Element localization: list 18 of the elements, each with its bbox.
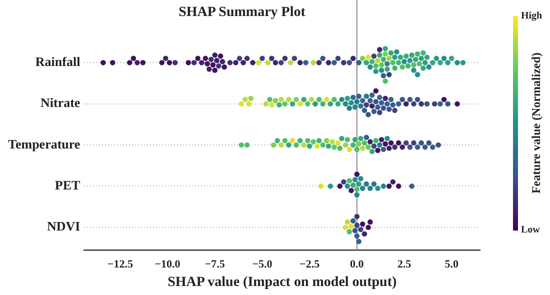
y-tick-label: Temperature — [8, 136, 80, 152]
y-tick-label: NDVI — [46, 218, 80, 234]
x-tick-label: 0.0 — [350, 258, 364, 270]
x-tick-label: −7.5 — [204, 258, 226, 270]
y-tick-label: Rainfall — [35, 54, 81, 70]
x-axis-title: SHAP value (Impact on model output) — [168, 275, 397, 290]
y-tick-label: Nitrate — [40, 95, 80, 110]
x-tick-label: −12.5 — [107, 258, 134, 270]
color-bar-label: High — [521, 10, 543, 22]
chart-title: SHAP Summary Plot — [178, 5, 306, 20]
y-tick-label: PET — [54, 178, 81, 193]
color-bar-title: Feature value (Normalized) — [529, 52, 544, 194]
x-tick-label: −2.5 — [300, 258, 320, 270]
x-tick-label: −10.0 — [154, 258, 181, 270]
color-bar-label: Low — [521, 224, 541, 236]
x-tick-label: −5.0 — [252, 258, 273, 270]
x-tick-label: 5.0 — [444, 258, 459, 270]
x-tick-label: 2.5 — [397, 258, 412, 270]
